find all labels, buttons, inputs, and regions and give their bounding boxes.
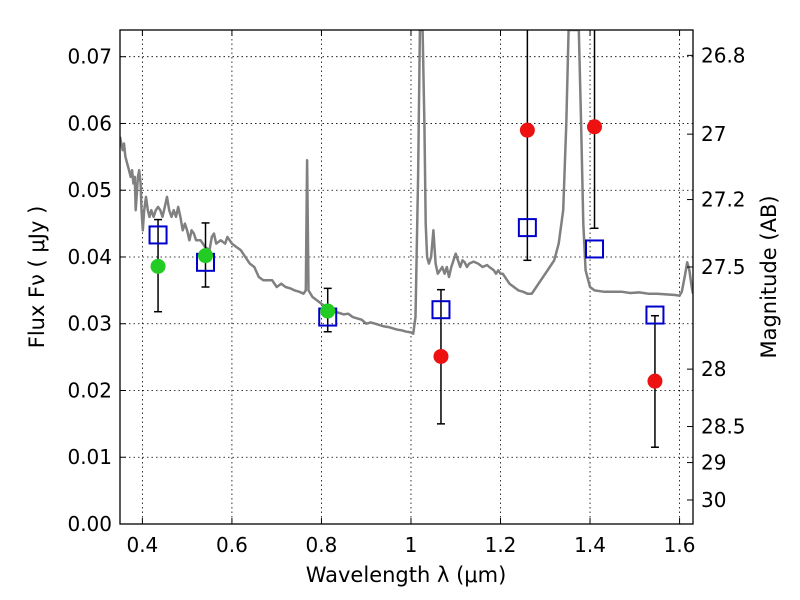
x-tick-label: 1.2 (485, 533, 517, 557)
x-axis-label: Wavelength λ (μm) (306, 563, 507, 587)
x-tick-label: 0.6 (216, 533, 248, 557)
tick-marks (120, 30, 693, 525)
y2-tick-label: 29 (701, 451, 726, 475)
optical-flux-point (150, 258, 166, 274)
y-tick-label: 0.01 (67, 445, 112, 469)
y2-tick-label: 28.5 (701, 415, 746, 439)
y-tick-label: 0.04 (67, 245, 112, 269)
y-tick-label: 0.06 (67, 111, 112, 135)
y2-axis-label: Magnitude (AB) (757, 195, 781, 358)
y2-tick-label: 27 (701, 122, 726, 146)
model-flux-square (431, 300, 451, 320)
model-flux-square (585, 239, 605, 259)
x-tick-label: 0.8 (306, 533, 338, 557)
nir-flux-point (433, 348, 449, 364)
model-flux-square (517, 218, 537, 238)
y-tick-label: 0.05 (67, 178, 112, 202)
y2-tick-labels: 26.8 27 27.2 27.5 28 28.5 29 30 (701, 43, 746, 512)
nir-flux-point (647, 373, 663, 389)
y-tick-labels: 0.00 0.01 0.02 0.03 0.04 0.05 0.06 0.07 (67, 45, 112, 536)
nir-flux-point (587, 119, 603, 135)
optical-flux-point (320, 303, 336, 319)
data-points-layer (148, 119, 665, 389)
optical-flux-point (198, 248, 214, 264)
model-flux-square (148, 225, 168, 245)
x-tick-label: 1.6 (664, 533, 696, 557)
x-tick-label: 0.4 (126, 533, 158, 557)
plot-frame (119, 29, 694, 525)
x-tick-label: 1.4 (574, 533, 606, 557)
model-flux-square (645, 305, 665, 325)
template-sed-layer (120, 30, 693, 335)
nir-flux-point (519, 122, 535, 138)
y-axis-label: Flux Fν ( μJy ) (25, 206, 49, 349)
y2-tick-label: 28 (701, 357, 726, 381)
y2-tick-label: 26.8 (701, 43, 746, 67)
plot-background (120, 30, 693, 524)
y2-tick-label: 30 (701, 488, 726, 512)
template-sed-line (120, 30, 693, 335)
y2-tick-label: 27.2 (701, 188, 746, 212)
x-tick-label: 1 (405, 533, 418, 557)
y2-tick-label: 27.5 (701, 255, 746, 279)
y-tick-label: 0.07 (67, 45, 112, 69)
y-tick-label: 0.02 (67, 378, 112, 402)
y-tick-label: 0.00 (67, 512, 112, 536)
y-tick-label: 0.03 (67, 312, 112, 336)
x-tick-labels: 0.4 0.6 0.8 1 1.2 1.4 1.6 (126, 533, 695, 557)
